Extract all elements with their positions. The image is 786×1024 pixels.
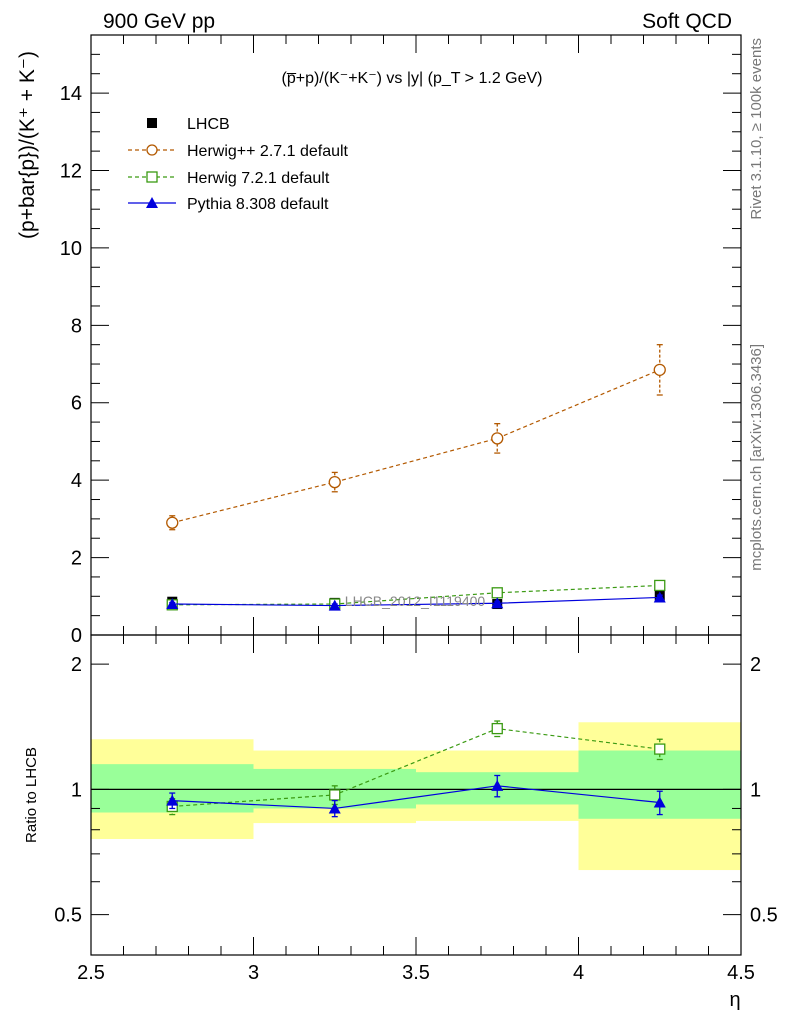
series-line-main-3	[172, 596, 660, 607]
data-point-ratio-1-2	[491, 779, 504, 791]
data-point-ratio-0-3	[654, 743, 666, 755]
legend-marker-herwig7	[146, 171, 158, 183]
main-ytick-label: 6	[71, 393, 82, 415]
main-ylabel: (p+bar{p})/(K⁺ + K⁻)	[16, 51, 39, 239]
data-point-main-1-0	[166, 516, 179, 529]
series-line-ratio-1	[172, 785, 660, 810]
main-ytick-label: 0	[71, 625, 82, 647]
data-point-main-1-2	[491, 432, 504, 445]
ratio-ytick-label-right: 0.5	[750, 905, 778, 927]
legend-label-herwig7: Herwig 7.2.1 default	[187, 170, 330, 187]
main-title: (p̅+p)/(K⁻+K⁻) vs |y| (p_T > 1.2 GeV)	[282, 70, 543, 87]
ratio-ytick-label-left: 1	[71, 779, 82, 801]
main-ytick-label: 14	[60, 83, 82, 105]
data-point-ratio-1-3	[653, 796, 666, 808]
xtick-label: 2.5	[77, 962, 105, 984]
main-ytick-label: 4	[71, 470, 82, 492]
rivet-label: Rivet 3.1.10, ≥ 100k events	[748, 38, 765, 220]
source-label: mcplots.cern.ch [arXiv:1306.3436]	[748, 344, 765, 571]
watermark: LHCB_2012_I1119400	[345, 593, 486, 609]
x-axis-label: η	[729, 989, 740, 1011]
data-point-ratio-0-2	[491, 722, 503, 735]
ratio-ytick-label-left: 0.5	[54, 905, 82, 927]
main-panel: 0 2 4 6 8 10 12 14 (p̅+p)/(K⁻+K⁻) vs |y| (p_T >…	[16, 34, 742, 647]
data-point-main-3-0	[166, 598, 179, 610]
xtick-label: 4	[573, 962, 584, 984]
xtick-label: 3.5	[402, 962, 430, 984]
data-point-ratio-0-1	[329, 789, 341, 801]
data-point-main-2-3	[654, 579, 666, 592]
legend-marker-lhcb	[147, 118, 157, 128]
data-point-main-1-1	[328, 475, 341, 489]
legend-marker-pythia	[146, 197, 158, 208]
header-left: 900 GeV pp	[103, 10, 215, 33]
data-point-main-1-3	[653, 363, 666, 376]
data-point-ratio-1-1	[328, 802, 341, 814]
main-ytick-label: 8	[71, 315, 82, 337]
data-point-main-3-2	[491, 597, 504, 609]
legend-marker-herwigpp	[146, 144, 158, 156]
legend: LHCB Herwig++ 2.7.1 default Herwig 7.2.1…	[128, 116, 349, 213]
ratio-panel: 0.5 0.5 1 1 2 2 2.5 3 3.5 4 4.5 Ratio to LHCB η	[23, 634, 778, 1011]
series-line-ratio-0	[172, 727, 660, 808]
ratio-ytick-label-right: 1	[750, 779, 761, 801]
ratio-ytick-label-left: 2	[71, 654, 82, 676]
legend-label-pythia: Pythia 8.308 default	[187, 196, 329, 213]
data-point-ratio-1-0	[166, 794, 179, 806]
legend-label-herwigpp: Herwig++ 2.7.1 default	[187, 143, 349, 160]
header-right: Soft QCD	[642, 10, 732, 33]
main-ytick-label: 12	[60, 160, 82, 182]
data-point-main-3-3	[653, 591, 666, 603]
legend-label-lhcb: LHCB	[187, 116, 230, 133]
ratio-ytick-label-right: 2	[750, 654, 761, 676]
xtick-label: 4.5	[727, 962, 755, 984]
data-point-main-2-2	[491, 587, 503, 599]
xtick-label: 3	[248, 962, 259, 984]
ratio-ylabel: Ratio to LHCB	[23, 747, 40, 843]
series-line-main-1	[172, 369, 660, 524]
series-line-main-2	[172, 584, 660, 606]
main-ytick-label: 2	[71, 548, 82, 570]
data-point-main-3-1	[328, 599, 341, 611]
main-ytick-label: 10	[60, 238, 82, 260]
